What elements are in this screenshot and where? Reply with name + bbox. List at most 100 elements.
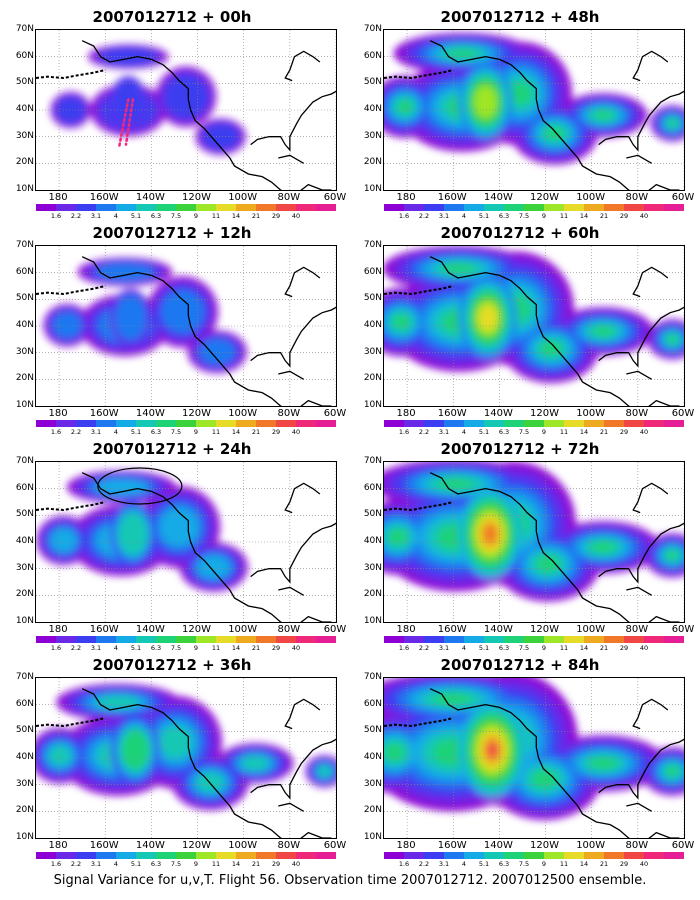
colorbar-label: 7.5 (170, 860, 182, 868)
colorbar-swatch (216, 420, 236, 427)
lat-tick-label: 70N (15, 456, 34, 466)
variance-contour (317, 765, 332, 777)
colorbar-label: 7.5 (170, 428, 182, 436)
lon-tick-label: 140W (483, 624, 513, 635)
coastline (284, 482, 321, 514)
variance-contour (55, 96, 86, 124)
colorbar (36, 204, 336, 211)
lat-tick-label: 40N (15, 320, 34, 330)
lon-tick-label: 80W (277, 192, 301, 203)
lon-tick-label: 180 (48, 408, 68, 419)
variance-contour (52, 312, 82, 339)
lat-tick-label: 40N (363, 320, 382, 330)
lon-tick-label: 60W (323, 624, 347, 635)
colorbar-swatch (196, 636, 216, 643)
colorbar-label: 5.1 (130, 212, 142, 220)
lat-tick-label: 10N (15, 400, 34, 410)
colorbar-label: 5.1 (130, 644, 142, 652)
colorbar-label: 21 (599, 860, 609, 868)
coastline (81, 40, 282, 190)
colorbar-label: 5.1 (478, 428, 490, 436)
colorbar-label: 21 (599, 428, 609, 436)
colorbar-swatch (524, 852, 544, 859)
lat-tick-label: 30N (15, 130, 34, 141)
lat-tick-label: 30N (363, 562, 382, 573)
lat-tick-label: 10N (15, 832, 34, 842)
variance-maximum (474, 85, 497, 119)
colorbar-label: 1.6 (398, 212, 410, 220)
lon-tick-label: 140W (135, 624, 165, 635)
colorbar-swatch (236, 636, 256, 643)
lon-tick-label: 60W (671, 408, 695, 419)
colorbar-swatch (236, 204, 256, 211)
colorbar-label: 2.2 (70, 860, 82, 868)
variance-contour (397, 99, 413, 114)
lon-tick-label: 100W (228, 192, 258, 203)
colorbar-label: 2.2 (418, 860, 430, 868)
aleutian-islands (36, 501, 106, 512)
colorbar-swatch (644, 204, 664, 211)
lat-tick-label: 20N (15, 157, 34, 168)
lon-tick-label: 120W (182, 408, 212, 419)
lat-tick-label: 60N (15, 482, 34, 493)
map-panel: 2007012712 + 60h 70N 60N 50N 40N 30N 20N 10N 180… (350, 218, 695, 436)
variance-contour (666, 550, 679, 561)
lon-tick-label: 80W (625, 192, 649, 203)
lon-tick-label: 140W (483, 192, 513, 203)
colorbar-label: 9 (193, 644, 199, 652)
lon-tick-label: 80W (277, 624, 301, 635)
colorbar-label: 6.3 (150, 644, 162, 652)
lon-tick-label: 160W (89, 624, 119, 635)
colorbar-label: 5.1 (478, 212, 490, 220)
colorbar-swatch (624, 852, 644, 859)
lat-tick-label: 40N (363, 536, 382, 546)
coastline (278, 370, 305, 380)
colorbar-swatch (604, 204, 624, 211)
lon-tick-label: 160W (89, 192, 119, 203)
colorbar-label: 6.3 (150, 428, 162, 436)
lat-tick-label: 50N (363, 725, 382, 736)
coastline (632, 698, 669, 730)
colorbar-swatch (584, 204, 604, 211)
aleutian-islands (384, 501, 454, 512)
colorbar-label: 1.6 (398, 428, 410, 436)
coastline (626, 370, 653, 380)
variance-contour (531, 770, 557, 789)
map-panel: 2007012712 + 24h 70N 60N 50N 40N 30N 20N 10N 180… (2, 434, 347, 652)
lon-tick-label: 120W (530, 192, 560, 203)
colorbar-label: 2.2 (418, 212, 430, 220)
colorbar-swatch (76, 420, 96, 427)
colorbar (384, 420, 684, 427)
lon-tick-label: 80W (277, 840, 301, 851)
coastline (598, 738, 684, 800)
variance-maximum (484, 525, 497, 543)
lat-tick-label: 40N (15, 752, 34, 762)
lat-tick-label: 70N (363, 24, 382, 34)
variance-field (36, 683, 336, 810)
colorbar-label: 14 (231, 644, 241, 652)
aleutian-islands (36, 717, 106, 728)
colorbar-swatch (464, 852, 484, 859)
variance-contour (388, 528, 407, 546)
colorbar-label: 14 (579, 860, 589, 868)
colorbar-label: 9 (541, 644, 547, 652)
variance-maximum (478, 305, 497, 331)
lat-tick-label: 50N (363, 293, 382, 304)
colorbar-label: 40 (291, 860, 301, 868)
map-area (383, 677, 685, 839)
colorbar-swatch (524, 204, 544, 211)
lon-tick-label: 140W (135, 408, 165, 419)
lat-tick-label: 70N (15, 24, 34, 34)
lon-tick-label: 100W (228, 624, 258, 635)
variance-maximum (118, 512, 148, 556)
colorbar-label: 2.2 (418, 644, 430, 652)
coastline (81, 688, 282, 838)
lon-tick-label: 180 (396, 840, 416, 851)
colorbar-label: 7.5 (518, 428, 530, 436)
map-svg (384, 246, 684, 406)
colorbar-label: 4 (113, 212, 119, 220)
panel-title: 2007012712 + 48h (440, 8, 600, 26)
map-panel: 2007012712 + 72h 70N 60N 50N 40N 30N 20N 10N 180… (350, 434, 695, 652)
colorbar-swatch (236, 852, 256, 859)
colorbar-swatch (564, 636, 584, 643)
